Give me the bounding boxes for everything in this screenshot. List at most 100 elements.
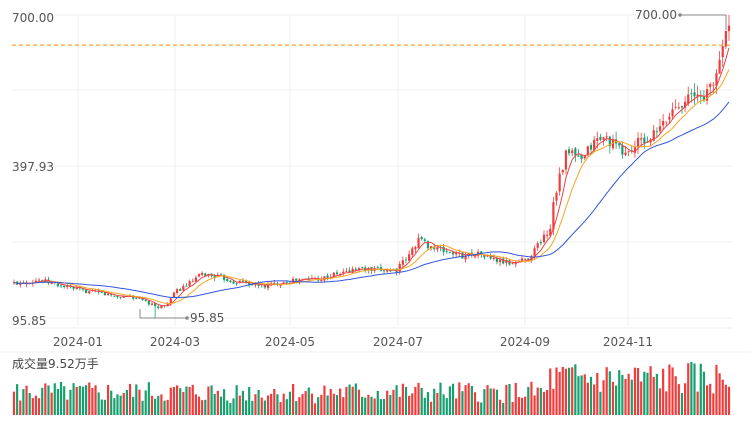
volume-bars: [12, 362, 731, 415]
volume-bar: [477, 401, 480, 415]
volume-bar: [329, 388, 332, 415]
volume-bar: [389, 395, 392, 415]
candle-body: [332, 272, 335, 278]
volume-bar: [119, 395, 122, 415]
volume-bar: [636, 367, 640, 415]
volume-bar: [235, 385, 238, 415]
candle-body: [495, 257, 499, 263]
candle-body: [586, 146, 589, 155]
volume-bar: [135, 384, 138, 415]
candle-body: [119, 297, 122, 298]
volume-bar: [50, 392, 53, 415]
volume-bar: [44, 383, 47, 415]
volume-bar: [285, 399, 288, 415]
candle-body: [138, 297, 141, 299]
volume-bar: [473, 392, 477, 415]
volume-bar: [141, 400, 144, 415]
candle-body: [524, 259, 527, 261]
volume-bar: [266, 395, 270, 415]
volume-bar: [577, 376, 580, 415]
volume-bar: [273, 388, 276, 415]
volume-bar: [207, 386, 210, 415]
volume-bar: [348, 384, 351, 415]
candle-body: [389, 270, 392, 272]
volume-bar: [643, 371, 646, 415]
candle-body: [50, 282, 53, 284]
candle-body: [599, 136, 602, 140]
volume-bar: [677, 384, 680, 415]
volume-bar: [106, 384, 110, 415]
volume-bar: [100, 399, 103, 415]
candle-body: [542, 234, 546, 243]
candle-body: [718, 59, 721, 74]
volume-bar: [288, 391, 292, 415]
volume-bar: [696, 391, 699, 415]
volume-bar: [624, 378, 627, 415]
high-annotation-label: 700.00: [635, 8, 677, 22]
candle-body: [298, 279, 301, 282]
volume-bar: [248, 387, 251, 415]
volume-bar: [455, 398, 458, 415]
candle-body: [426, 241, 430, 249]
candle-body: [175, 289, 179, 293]
volume-bar: [154, 398, 157, 415]
candle-body: [536, 243, 539, 248]
candle-body: [417, 237, 420, 248]
candle-body: [580, 154, 583, 160]
candle-body: [668, 116, 671, 120]
candle-body: [160, 305, 163, 309]
volume-bar: [229, 402, 232, 415]
volume-bar: [116, 394, 119, 415]
candle-body: [680, 106, 684, 108]
candle-body: [335, 272, 339, 275]
candle-body: [643, 137, 646, 144]
volume-bar: [78, 385, 81, 415]
volume-bar: [85, 385, 88, 415]
x-tick-label: 2024-05: [265, 335, 315, 349]
candle-body: [567, 149, 571, 154]
volume-bar: [332, 393, 335, 415]
candle-body: [339, 273, 342, 275]
volume-bar: [364, 397, 367, 415]
volume-bar: [724, 384, 727, 415]
y-tick-label-mid: 397.93: [12, 160, 54, 174]
candle-body: [605, 136, 608, 138]
volume-bar: [122, 393, 125, 415]
volume-bar: [567, 367, 571, 415]
volume-bar: [37, 398, 41, 415]
candle-body: [404, 259, 408, 261]
candle-body: [677, 107, 680, 109]
volume-bar: [232, 398, 235, 415]
volume-bar: [395, 385, 398, 415]
candle-body: [172, 292, 176, 298]
x-tick-label: 2024-11: [603, 335, 653, 349]
volume-bar: [586, 382, 589, 415]
candle-body: [608, 136, 611, 147]
volume-bar: [257, 390, 260, 415]
candle-body: [351, 268, 354, 273]
volume-bar: [147, 382, 150, 415]
volume-bar: [671, 367, 674, 415]
volume-bar: [727, 386, 731, 415]
volume-bar: [179, 388, 182, 415]
volume-bar: [128, 383, 132, 415]
volume-bar: [386, 390, 389, 415]
candle-body: [724, 30, 727, 47]
candle-body: [655, 131, 658, 133]
ma-line-10: [13, 69, 730, 305]
candle-body: [546, 234, 549, 236]
candle-body: [520, 258, 524, 261]
candle-body: [411, 248, 414, 255]
volume-bar: [552, 388, 555, 415]
volume-bar: [213, 393, 216, 415]
volume-bar: [301, 394, 304, 415]
volume-bar: [411, 393, 414, 415]
candle-body: [273, 282, 276, 284]
volume-bar: [223, 389, 226, 415]
candle-body: [326, 275, 329, 279]
candle-body: [662, 121, 665, 126]
candle-body: [191, 281, 194, 283]
volume-bar: [611, 381, 615, 415]
candle-body: [721, 46, 724, 58]
volume-bar: [398, 396, 401, 415]
